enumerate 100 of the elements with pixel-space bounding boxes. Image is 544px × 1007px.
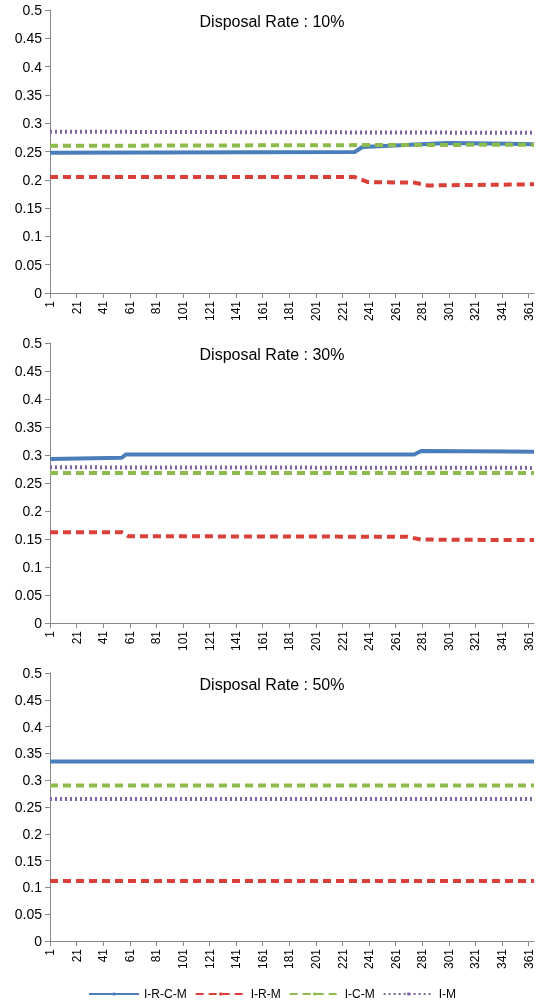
x-tick-label: 261	[388, 630, 403, 652]
x-tick-label: 121	[202, 630, 217, 652]
y-tick-label: 0.25	[14, 143, 43, 160]
y-tick-label: 0	[34, 933, 43, 949]
x-tick-label: 1	[43, 948, 57, 956]
x-tick-label: 361	[521, 630, 536, 652]
x-tick-label: 61	[122, 630, 137, 645]
x-tick-label: 1	[43, 300, 57, 308]
y-tick-label: 0.2	[22, 825, 43, 842]
x-tick-label: 181	[282, 630, 297, 652]
x-tick-label: 341	[495, 948, 510, 970]
x-tick-label: 221	[335, 300, 350, 322]
x-tick-label: 261	[388, 948, 403, 970]
y-tick-label: 0.4	[22, 718, 43, 735]
y-tick-label: 0.15	[14, 852, 43, 869]
x-tick-label: 141	[229, 300, 244, 322]
x-tick-label: 361	[521, 948, 536, 970]
x-tick-label: 61	[122, 300, 137, 315]
y-tick-label: 0.05	[14, 587, 43, 603]
x-tick-label: 201	[308, 948, 323, 970]
legend-label: I-M	[438, 987, 456, 1001]
chart-title: Disposal Rate : 10%	[199, 12, 345, 30]
x-tick-label: 301	[441, 948, 456, 970]
x-tick-label: 101	[175, 948, 190, 970]
x-tick-label: 241	[362, 300, 377, 322]
line-series	[48, 530, 536, 543]
x-tick-label: 201	[308, 300, 323, 322]
x-tick-label: 281	[415, 300, 430, 322]
y-tick-label: 0.35	[14, 419, 43, 435]
x-tick-label: 221	[335, 948, 350, 970]
x-tick-label: 141	[229, 630, 244, 652]
x-tick-label: 321	[468, 630, 483, 652]
y-tick-label: 0.5	[22, 335, 43, 351]
y-tick-label: 0.1	[22, 228, 43, 245]
x-tick-label: 41	[96, 630, 111, 645]
y-tick-label: 0.35	[14, 86, 43, 103]
x-tick-label: 301	[441, 630, 456, 652]
y-tick-label: 0.5	[22, 2, 43, 18]
y-tick-label: 0.45	[14, 363, 43, 379]
chart-title: Disposal Rate : 30%	[199, 345, 345, 363]
x-tick-label: 321	[468, 948, 483, 970]
x-tick-label: 341	[495, 300, 510, 322]
x-tick-label: 81	[149, 948, 164, 963]
y-tick-label: 0.25	[14, 799, 43, 815]
y-tick-label: 0.5	[22, 665, 43, 681]
x-tick-label: 361	[521, 300, 536, 322]
line-series	[48, 174, 536, 188]
x-tick-label: 221	[335, 630, 350, 652]
y-tick-label: 0.35	[14, 745, 43, 762]
y-tick-label: 0	[34, 615, 43, 631]
x-tick-label: 81	[149, 300, 164, 315]
y-tick-label: 0.25	[14, 475, 43, 491]
y-tick-label: 0.4	[22, 58, 43, 75]
y-tick-label: 0.15	[14, 200, 43, 217]
y-tick-label: 0.2	[22, 503, 43, 519]
legend-label: I-R-C-M	[144, 987, 187, 1001]
x-tick-label: 121	[202, 300, 217, 322]
y-tick-label: 0.05	[14, 256, 43, 273]
x-tick-label: 201	[308, 630, 323, 652]
x-tick-label: 121	[202, 948, 217, 970]
legend-label: I-R-M	[250, 987, 281, 1001]
x-tick-label: 301	[441, 300, 456, 322]
y-tick-label: 0.3	[22, 772, 43, 789]
x-tick-label: 321	[468, 300, 483, 322]
x-tick-label: 241	[362, 630, 377, 652]
x-tick-label: 181	[282, 948, 297, 970]
y-tick-label: 0	[34, 285, 43, 301]
chart-title: Disposal Rate : 50%	[199, 675, 345, 693]
x-tick-label: 61	[122, 948, 137, 963]
x-tick-label: 101	[175, 300, 190, 322]
y-tick-label: 0.2	[22, 171, 43, 188]
y-tick-label: 0.1	[22, 879, 43, 896]
x-tick-label: 21	[69, 948, 84, 963]
x-tick-label: 161	[255, 300, 270, 322]
y-tick-label: 0.45	[14, 691, 43, 708]
line-series	[48, 449, 536, 461]
y-tick-label: 0.1	[22, 559, 43, 575]
y-tick-label: 0.4	[22, 391, 43, 407]
x-tick-label: 341	[495, 630, 510, 652]
x-tick-label: 141	[229, 948, 244, 970]
y-tick-label: 0.05	[14, 906, 43, 923]
y-tick-label: 0.45	[14, 30, 43, 47]
y-tick-label: 0.3	[22, 447, 43, 463]
x-tick-label: 281	[415, 630, 430, 652]
x-tick-label: 41	[96, 948, 111, 963]
legend-label: I-C-M	[344, 987, 375, 1001]
x-tick-label: 21	[69, 630, 84, 645]
x-tick-label: 281	[415, 948, 430, 970]
y-tick-label: 0.15	[14, 531, 43, 547]
y-tick-label: 0.3	[22, 115, 43, 132]
x-tick-label: 1	[43, 630, 57, 638]
x-tick-label: 261	[388, 300, 403, 322]
x-tick-label: 81	[149, 630, 164, 645]
x-tick-label: 161	[255, 630, 270, 652]
x-tick-label: 181	[282, 300, 297, 322]
x-tick-label: 101	[175, 630, 190, 652]
x-tick-label: 21	[69, 300, 84, 315]
x-tick-label: 241	[362, 948, 377, 970]
x-tick-label: 161	[255, 948, 270, 970]
x-tick-label: 41	[96, 300, 111, 315]
